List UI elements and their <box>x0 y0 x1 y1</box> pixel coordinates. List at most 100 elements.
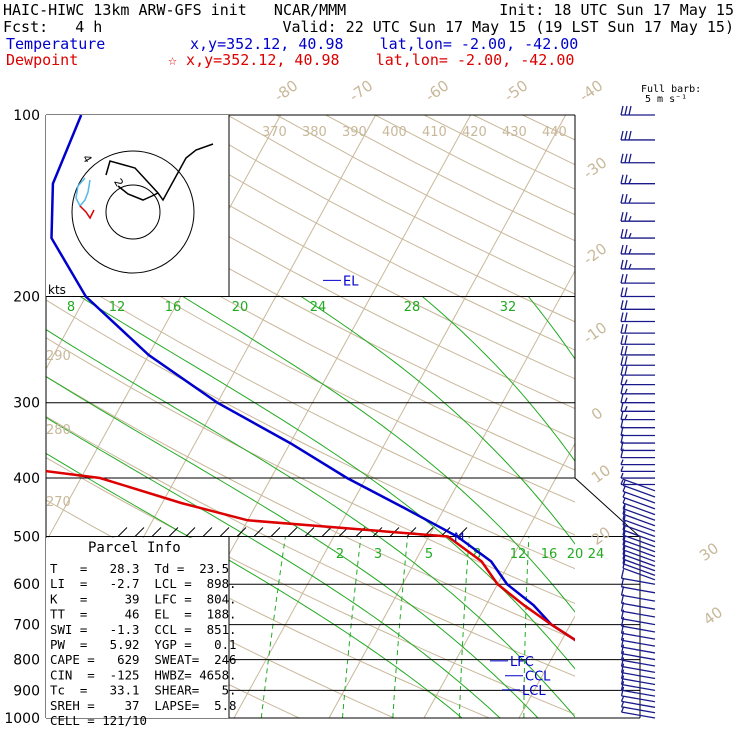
wind-barb <box>620 609 656 626</box>
barb-shaft <box>622 534 656 548</box>
parcel-info-row: CAPE = 629 SWEAT= 246 <box>50 652 237 667</box>
barb-flag <box>620 644 625 654</box>
theta-label: 400 <box>382 125 407 140</box>
wind-barb <box>622 492 656 510</box>
dry-adiabat <box>46 299 575 570</box>
melting-level-marker: M <box>454 530 464 544</box>
barb-shaft <box>622 544 656 558</box>
freezing-hatch <box>304 527 315 537</box>
hodograph-background <box>46 115 229 296</box>
barb-shaft <box>621 625 656 633</box>
barb-shaft <box>621 711 656 719</box>
barb-shaft <box>621 671 656 680</box>
barb-flag <box>620 130 624 141</box>
moist-adiabat-label: 12 <box>109 300 126 315</box>
wind-barb <box>622 540 656 563</box>
barb-flag <box>620 663 625 673</box>
dry-adiabat <box>46 157 575 440</box>
moist-adiabat-label: 20 <box>232 300 249 315</box>
pressure-label: 500 <box>13 529 40 545</box>
mixing-ratio-line <box>342 536 362 719</box>
barb-flag <box>620 448 624 458</box>
dry-adiabat <box>423 115 575 190</box>
barb-flag <box>622 535 626 546</box>
barb-flag <box>620 631 625 641</box>
barb-flag <box>624 105 628 116</box>
barb-flag <box>620 657 625 667</box>
wind-barb <box>620 466 655 473</box>
barb-shaft <box>621 706 656 714</box>
dry-adiabat <box>46 457 575 715</box>
barb-flag <box>620 609 625 619</box>
pressure-label: 200 <box>13 290 40 306</box>
barb-flag <box>624 388 628 395</box>
isotherm-label: 20 <box>588 523 614 549</box>
freezing-hatch <box>168 527 179 537</box>
wind-barb <box>620 569 656 585</box>
barb-shaft <box>622 524 656 538</box>
barb-shaft <box>621 618 656 626</box>
wind-barb <box>620 244 655 255</box>
parcel-info-row: CIN = -125 HWBZ= 4658. <box>50 667 237 682</box>
freezing-hatch <box>202 527 213 537</box>
mixing-ratio-label: 2 <box>336 547 344 562</box>
barb-flag <box>620 479 624 485</box>
pressure-label: 400 <box>13 471 40 487</box>
parcel-info-background <box>46 538 229 718</box>
mixing-ratio-line <box>392 536 409 719</box>
barb-shaft <box>622 529 656 543</box>
theta-label: 380 <box>302 125 327 140</box>
barb-flag <box>624 273 628 284</box>
pressure-label: 600 <box>13 577 40 593</box>
barb-flag <box>620 426 624 436</box>
wind-barb <box>620 681 656 697</box>
wind-barb <box>622 505 656 527</box>
wind-barb <box>622 559 656 581</box>
moist-adiabat-label: 8 <box>67 300 75 315</box>
wind-barb <box>620 393 655 404</box>
barb-shaft <box>621 586 656 594</box>
barb-note: Full barb: <box>641 84 702 95</box>
parcel-info-row: K = 39 LFC = 804. <box>50 591 237 606</box>
wind-barb <box>620 356 655 366</box>
theta-label: 390 <box>342 125 367 140</box>
barb-flag <box>620 459 624 465</box>
freezing-hatch <box>134 527 145 537</box>
temperature-legend: Temperature <box>6 35 106 53</box>
theta-label: 410 <box>422 125 447 140</box>
isotherm-line <box>423 442 575 719</box>
mixing-ratio-label: 12 <box>510 547 527 562</box>
dewpoint-location: ☆ x,y=352.12, 40.98 lat,lon= -2.00, -42.… <box>168 51 575 69</box>
parcel-info-row: SWI = -1.3 CCL = 851. <box>50 622 237 637</box>
theta-label-left: 270 <box>46 495 71 510</box>
barb-flag <box>620 650 625 661</box>
wind-barb <box>620 174 655 185</box>
forecast-hour: Fcst: 4 h <box>3 18 103 36</box>
wind-barb <box>622 550 656 572</box>
mixing-ratio-line <box>260 536 286 719</box>
freezing-hatch <box>219 527 230 537</box>
barb-flag <box>620 681 625 691</box>
barb-shaft <box>621 653 656 661</box>
wind-barb <box>620 701 656 714</box>
wind-barb <box>622 520 656 543</box>
pressure-label: 900 <box>13 683 40 699</box>
parcel-info-title: Parcel Info <box>88 540 181 556</box>
barb-flag <box>628 232 632 239</box>
dry-adiabat <box>46 375 575 640</box>
wind-barb <box>622 535 656 558</box>
wind-barb <box>620 637 656 654</box>
barb-flag <box>622 559 626 569</box>
dry-adiabat <box>46 262 575 536</box>
mixing-ratio-label: 24 <box>588 547 605 562</box>
wind-barb <box>622 515 656 538</box>
barb-shaft <box>622 502 656 516</box>
wind-barb <box>620 153 655 164</box>
freezing-hatch <box>236 527 247 537</box>
barb-flag <box>624 174 628 184</box>
barb-flag <box>628 105 632 116</box>
parcel-info-row: LI = -2.7 LCL = 898. <box>50 576 237 591</box>
barb-flag <box>620 669 625 679</box>
barb-flag <box>622 525 626 536</box>
